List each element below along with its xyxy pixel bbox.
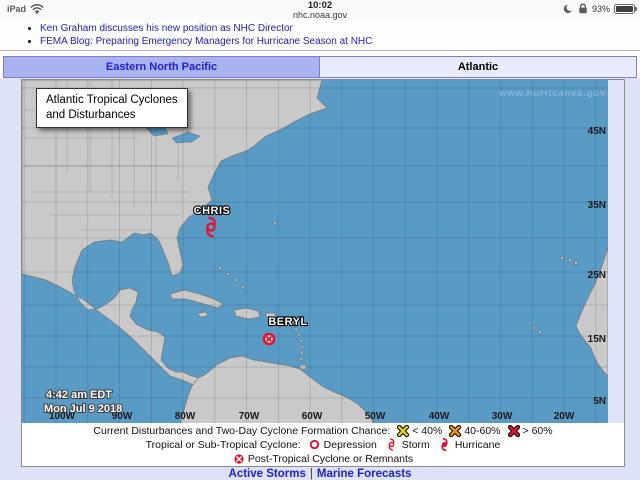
lon-tick-label: 40W xyxy=(429,411,450,422)
antilles-island xyxy=(299,357,303,361)
cape-verde-island xyxy=(532,326,536,330)
basin-tab-bar: Eastern North Pacific Atlantic xyxy=(3,56,637,78)
divider xyxy=(0,50,640,51)
antilles-island xyxy=(300,351,304,355)
lat-tick-label: 5N xyxy=(593,396,606,407)
legend-chance-low-label: < 40% xyxy=(412,424,443,437)
tab-atlantic[interactable]: Atlantic xyxy=(320,57,636,77)
lon-tick-label: 70W xyxy=(239,411,260,422)
watermark-label: www.hurricanes.gov xyxy=(498,88,606,99)
outlook-map-figure: Atlantic Tropical Cyclones and Disturban… xyxy=(21,79,625,467)
post-tropical-icon xyxy=(234,453,244,464)
footer-separator: | xyxy=(309,468,313,480)
storm-name-label: CHRIS xyxy=(194,205,231,217)
legend-cyclone-title: Tropical or Sub-Tropical Cyclone: xyxy=(145,438,301,451)
lon-tick-label: 90W xyxy=(112,411,133,422)
marine-forecasts-link[interactable]: Marine Forecasts xyxy=(316,468,412,480)
url-label: nhc.noaa.gov xyxy=(292,9,348,20)
timestamp-date: Mon Jul 9 2018 xyxy=(44,403,122,415)
high-chance-x-icon xyxy=(507,424,520,437)
antilles-island xyxy=(290,321,294,325)
lat-tick-label: 35N xyxy=(588,200,606,211)
timestamp-time: 4:42 am EDT xyxy=(46,389,112,401)
trinidad-island xyxy=(299,364,307,370)
canary-island xyxy=(568,258,572,262)
legend-chance-title: Current Disturbances and Two-Day Cyclone… xyxy=(93,424,391,437)
cape-verde-island xyxy=(538,330,542,334)
antilles-island xyxy=(286,316,290,320)
storm-name-label: BERYL xyxy=(268,316,307,328)
lat-tick-label: 25N xyxy=(588,270,606,281)
storm-marker-chris[interactable]: CHRIS xyxy=(193,204,231,238)
medium-chance-x-icon xyxy=(449,424,462,437)
list-item: FEMA Blog: Preparing Emergency Managers … xyxy=(40,36,640,47)
content-panel: Atlantic Tropical Cyclones and Disturban… xyxy=(0,78,640,480)
news-link-fema-blog[interactable]: FEMA Blog: Preparing Emergency Managers … xyxy=(40,36,373,47)
map-tooltip: Atlantic Tropical Cyclones and Disturban… xyxy=(36,88,188,128)
status-bar: iPad 10:02 nhc.noaa.gov xyxy=(0,0,640,20)
bahamas-island xyxy=(241,285,245,289)
tab-eastern-north-pacific[interactable]: Eastern North Pacific xyxy=(4,57,320,77)
active-storms-link[interactable]: Active Storms xyxy=(228,468,306,480)
low-chance-x-icon xyxy=(397,424,410,437)
footer-links: Active Storms | Marine Forecasts xyxy=(0,468,640,480)
post-tropical-remnants-icon xyxy=(262,332,276,346)
lon-tick-label: 100W xyxy=(49,411,76,422)
lat-tick-label: 45N xyxy=(588,126,606,137)
legend-storm-label: Storm xyxy=(401,438,430,451)
lon-tick-label: 80W xyxy=(175,411,196,422)
grid-lines xyxy=(22,80,608,425)
bahamas-island xyxy=(218,266,222,270)
storm-marker-beryl[interactable]: BERYL xyxy=(262,315,308,346)
hispaniola-island xyxy=(233,307,261,320)
cuba-island xyxy=(169,289,224,309)
legend-chance-high-label: > 60% xyxy=(522,424,553,437)
antilles-island xyxy=(299,339,303,343)
battery-percent-label: 93% xyxy=(591,3,610,14)
puerto-rico-island xyxy=(265,312,276,318)
lon-tick-label: 60W xyxy=(302,411,323,422)
bermuda-island xyxy=(273,221,277,225)
jamaica-island xyxy=(197,311,209,318)
list-item: Ken Graham discusses his new position as… xyxy=(40,23,640,34)
storm-icon xyxy=(388,438,395,451)
tooltip-line: Atlantic Tropical Cyclones xyxy=(46,94,178,106)
legend-remnants-label: Post-Tropical Cyclone or Remnants xyxy=(247,452,414,465)
antilles-island xyxy=(294,327,298,331)
news-link-list: Ken Graham discusses his new position as… xyxy=(0,21,640,49)
legend-depression-label: Depression xyxy=(323,438,377,451)
atlantic-outlook-map[interactable]: www.hurricanes.gov 45N 35N 25N 15N 5N 10… xyxy=(22,80,608,425)
do-not-disturb-moon-icon xyxy=(563,3,574,13)
carrier-label: iPad xyxy=(7,3,27,14)
clock-label: 10:02 xyxy=(307,0,333,11)
depression-icon xyxy=(309,439,319,450)
south-america-landmass xyxy=(179,355,375,425)
canary-island xyxy=(560,256,564,260)
hurricane-icon xyxy=(441,437,448,452)
legend-hurricane-label: Hurricane xyxy=(454,438,501,451)
lat-tick-label: 15N xyxy=(588,334,606,345)
lon-tick-label: 50W xyxy=(365,411,386,422)
bahamas-island xyxy=(226,272,230,276)
tooltip-line: and Disturbances xyxy=(46,108,136,121)
lon-tick-label: 30W xyxy=(492,411,513,422)
orientation-lock-icon xyxy=(579,3,587,14)
lon-tick-label: 20W xyxy=(554,411,575,422)
north-america-landmass xyxy=(22,80,328,387)
legend-chance-medium-label: 40-60% xyxy=(464,424,501,437)
land-masses xyxy=(22,80,608,425)
bahamas-island xyxy=(234,278,238,282)
canary-island xyxy=(574,261,578,265)
africa-landmass xyxy=(575,247,608,377)
news-link-ken-graham[interactable]: Ken Graham discusses his new position as… xyxy=(40,23,293,34)
battery-icon xyxy=(614,3,637,14)
map-legend: Current Disturbances and Two-Day Cyclone… xyxy=(22,423,624,466)
wifi-icon xyxy=(30,4,44,14)
antilles-island xyxy=(297,333,301,337)
antilles-island xyxy=(300,345,304,349)
